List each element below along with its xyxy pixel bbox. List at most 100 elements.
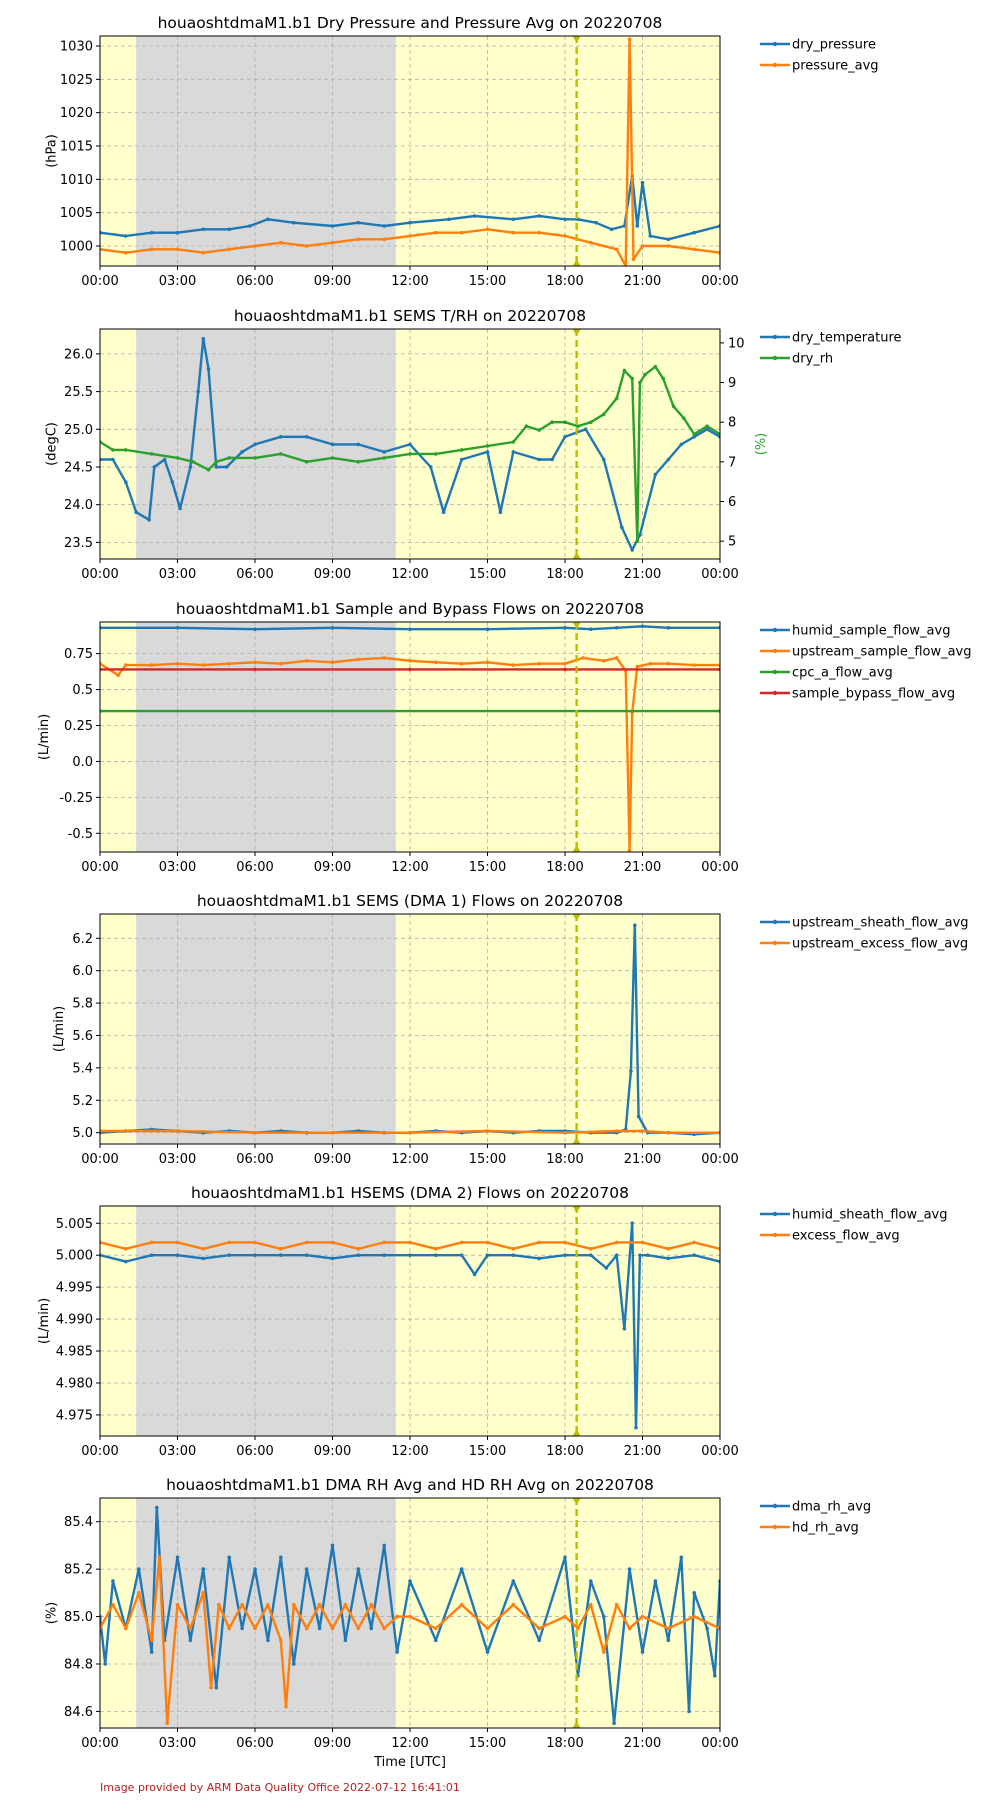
- y-tick-label: 6.2: [72, 932, 93, 947]
- data-point-dma_rh_avg: [317, 1626, 322, 1631]
- data-point-excess_flow_avg: [459, 1240, 464, 1245]
- data-point-dma_rh_avg: [356, 1567, 361, 1571]
- data-point-dma_rh_avg: [266, 1638, 270, 1643]
- data-point-dry_rh: [214, 460, 219, 464]
- data-point-dry_rh: [589, 420, 593, 425]
- data-point-dry_temperature: [653, 472, 658, 477]
- data-point-dry_rh: [124, 448, 128, 452]
- data-point-hd_rh_avg: [343, 1602, 348, 1607]
- data-point-hd_rh_avg: [292, 1602, 296, 1607]
- data-point-upstream_sheath_flow_avg: [636, 1114, 641, 1119]
- data-point-dry_temperature: [382, 450, 387, 454]
- x-tick-label: 12:00: [391, 860, 428, 875]
- legend-label-upstream_sample_flow_avg: upstream_sample_flow_avg: [792, 645, 972, 660]
- data-point-excess_flow_avg: [589, 1247, 593, 1251]
- legend-label-excess_flow_avg: excess_flow_avg: [792, 1229, 900, 1244]
- data-point-humid_sheath_flow_avg: [253, 1253, 257, 1257]
- legend-label-cpc_a_flow_avg: cpc_a_flow_avg: [792, 666, 893, 681]
- legend: humid_sheath_flow_avg excess_flow_avg: [760, 1208, 948, 1244]
- data-point-upstream_excess_flow_avg: [485, 1129, 490, 1133]
- x-tick-label: 09:00: [314, 1152, 351, 1167]
- data-point-upstream_excess_flow_avg: [563, 1130, 567, 1135]
- data-point-dry_pressure: [248, 224, 252, 228]
- y-tick-label: -0.5: [68, 827, 93, 842]
- data-point-excess_flow_avg: [511, 1247, 516, 1251]
- data-point-dry_rh: [408, 452, 412, 456]
- data-point-dry_pressure: [124, 234, 128, 238]
- data-point-dma_rh_avg: [382, 1543, 387, 1548]
- data-point-humid_sample_flow_avg: [253, 627, 257, 631]
- y2-tick-label: 5: [728, 535, 736, 550]
- y-tick-label: 85.0: [64, 1610, 93, 1625]
- data-point-dma_rh_avg: [369, 1626, 374, 1631]
- data-point-humid_sheath_flow_avg: [692, 1253, 696, 1257]
- data-point-humid_sample_flow_avg: [175, 626, 180, 630]
- chart-panel-6: 00:00 03:00 06:00 09:00 12:00 15:00 18:00 21:00…: [45, 1476, 872, 1770]
- x-tick-label: 12:00: [391, 1444, 428, 1459]
- chart-panel-4: 00:00 03:00 06:00 09:00 12:00 15:00 18:00 21:00…: [52, 892, 968, 1167]
- data-point-dry_temperature: [170, 480, 175, 484]
- legend-marker-hd_rh_avg: [772, 1524, 778, 1530]
- data-point-dry_temperature: [304, 435, 309, 439]
- data-point-dry_temperature: [134, 510, 138, 514]
- data-point-hd_rh_avg: [201, 1591, 206, 1595]
- data-point-dma_rh_avg: [485, 1650, 490, 1654]
- data-point-pressure_avg: [511, 230, 516, 235]
- data-point-dma_rh_avg: [103, 1662, 107, 1666]
- data-point-hd_rh_avg: [188, 1626, 193, 1631]
- data-point-dry_pressure: [594, 220, 598, 225]
- data-point-dma_rh_avg: [408, 1579, 412, 1583]
- y-tick-label: 5.000: [56, 1249, 93, 1264]
- x-tick-label: 03:00: [159, 274, 196, 289]
- series-line-humid_sample_flow_avg: [100, 625, 720, 631]
- x-tick-label: 03:00: [159, 1736, 196, 1751]
- data-point-humid_sample_flow_avg: [485, 627, 490, 631]
- data-point-dry_rh: [330, 456, 335, 460]
- data-point-upstream_sample_flow_avg: [279, 661, 283, 666]
- data-point-pressure_avg: [589, 240, 593, 245]
- x-tick-label: 09:00: [314, 860, 351, 875]
- data-point-dry_temperature: [485, 450, 490, 454]
- data-point-dry_temperature: [511, 450, 516, 454]
- y-tick-label: 1020: [60, 106, 93, 121]
- legend: upstream_sheath_flow_avg upstream_excess_…: [760, 916, 969, 952]
- data-point-dry_rh: [643, 372, 647, 377]
- x-tick-label: 15:00: [469, 860, 506, 875]
- data-point-dry_temperature: [356, 442, 361, 447]
- data-point-sample_bypass_flow_avg: [253, 667, 257, 672]
- legend: dma_rh_avg hd_rh_avg: [760, 1500, 871, 1536]
- y2-tick-label: 8: [728, 416, 736, 431]
- x-tick-label: 18:00: [546, 274, 583, 289]
- data-point-upstream_excess_flow_avg: [666, 1130, 671, 1135]
- data-point-dry_rh: [434, 452, 438, 456]
- data-point-upstream_sheath_flow_avg: [633, 923, 637, 928]
- data-point-humid_sheath_flow_avg: [356, 1253, 361, 1257]
- data-point-upstream_sample_flow_avg: [485, 660, 490, 665]
- data-point-pressure_avg: [614, 247, 619, 252]
- data-point-excess_flow_avg: [253, 1240, 257, 1245]
- data-point-hd_rh_avg: [666, 1626, 671, 1631]
- data-point-excess_flow_avg: [330, 1240, 335, 1245]
- data-point-dry_pressure: [447, 217, 451, 222]
- data-point-hd_rh_avg: [511, 1602, 516, 1607]
- data-point-hd_rh_avg: [627, 1626, 632, 1631]
- data-point-dma_rh_avg: [240, 1626, 244, 1631]
- data-point-pressure_avg: [563, 234, 567, 238]
- legend-marker-upstream_excess_flow_avg: [772, 940, 778, 946]
- data-point-sample_bypass_flow_avg: [563, 667, 567, 672]
- data-point-upstream_excess_flow_avg: [330, 1130, 335, 1135]
- data-point-hd_rh_avg: [217, 1602, 221, 1607]
- data-point-dry_temperature: [214, 465, 219, 469]
- x-tick-label: 00:00: [701, 567, 738, 582]
- data-point-hd_rh_avg: [137, 1591, 141, 1595]
- x-tick-label: 21:00: [624, 1152, 661, 1167]
- event-marker-bottom: [572, 552, 581, 559]
- missing-data-shade: [136, 622, 396, 852]
- data-point-dry_pressure: [472, 214, 477, 218]
- x-tick-label: 18:00: [546, 1736, 583, 1751]
- data-point-dma_rh_avg: [627, 1567, 632, 1571]
- data-point-dma_rh_avg: [563, 1555, 567, 1560]
- data-point-dry_pressure: [537, 214, 541, 218]
- data-point-hd_rh_avg: [317, 1602, 322, 1607]
